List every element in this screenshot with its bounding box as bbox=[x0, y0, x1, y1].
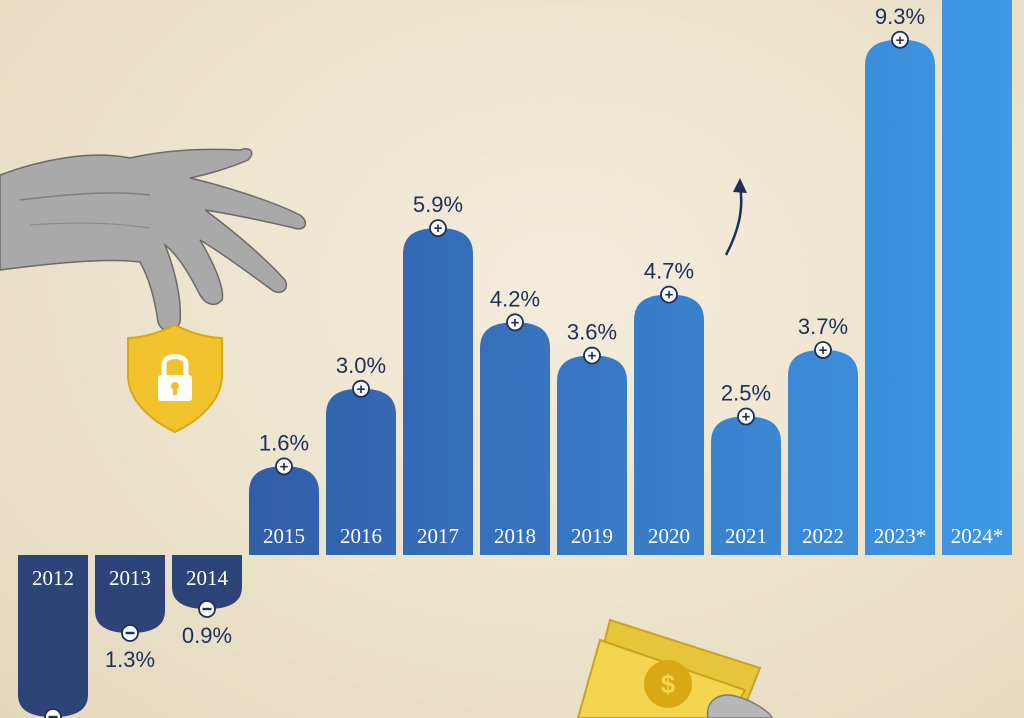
bar-2013 bbox=[95, 555, 165, 633]
year-label-2018: 2018 bbox=[494, 524, 536, 548]
plus-sign-icon bbox=[660, 285, 678, 304]
plus-sign-glyph: + bbox=[665, 287, 674, 304]
plus-sign-icon bbox=[891, 30, 909, 49]
plus-sign-glyph: + bbox=[588, 348, 597, 365]
bar-2021 bbox=[711, 416, 781, 555]
year-label-2016: 2016 bbox=[340, 524, 382, 548]
value-label-2018: 4.2% bbox=[490, 286, 540, 311]
bar-2019 bbox=[557, 355, 627, 555]
value-label-2023: 9.3% bbox=[875, 4, 925, 29]
bar-2024 bbox=[942, 0, 1012, 555]
plus-sign-glyph: + bbox=[357, 381, 366, 398]
plus-sign-icon bbox=[275, 457, 293, 476]
plus-sign-glyph: + bbox=[896, 32, 905, 49]
year-label-2021: 2021 bbox=[725, 524, 767, 548]
plus-sign-icon bbox=[506, 313, 524, 332]
bar-2014 bbox=[172, 555, 242, 609]
bar-2023 bbox=[865, 39, 935, 555]
value-label-2022: 3.7% bbox=[798, 314, 848, 339]
plus-sign-icon bbox=[352, 379, 370, 398]
year-label-2015: 2015 bbox=[263, 524, 305, 548]
year-label-2022: 2022 bbox=[802, 524, 844, 548]
bar-2018 bbox=[480, 322, 550, 555]
padlock-shield-icon bbox=[127, 323, 223, 434]
plus-sign-glyph: + bbox=[742, 409, 751, 426]
year-label-2024: 2024* bbox=[951, 524, 1004, 548]
plus-sign-glyph: + bbox=[819, 342, 828, 359]
year-label-2020: 2020 bbox=[648, 524, 690, 548]
up-arrow-icon bbox=[724, 178, 747, 256]
value-label-2020: 4.7% bbox=[644, 259, 694, 284]
year-label-2013: 2013 bbox=[109, 566, 151, 590]
minus-sign-glyph bbox=[48, 715, 58, 718]
plus-sign-glyph: + bbox=[434, 220, 443, 237]
plus-sign-icon bbox=[737, 407, 755, 426]
year-label-2023: 2023* bbox=[874, 524, 927, 548]
year-label-2019: 2019 bbox=[571, 524, 613, 548]
value-label-2014: 0.9% bbox=[182, 623, 232, 648]
year-label-2014: 2014 bbox=[186, 566, 229, 590]
minus-sign-icon bbox=[44, 708, 62, 718]
plus-sign-icon bbox=[583, 346, 601, 365]
bar-2015 bbox=[249, 466, 319, 555]
minus-sign-glyph bbox=[125, 631, 135, 635]
bar-2022 bbox=[788, 350, 858, 555]
bar-2020 bbox=[634, 294, 704, 555]
year-label-2017: 2017 bbox=[417, 524, 459, 548]
value-label-2021: 2.5% bbox=[721, 381, 771, 406]
value-label-2016: 3.0% bbox=[336, 353, 386, 378]
plus-sign-glyph: + bbox=[280, 458, 289, 475]
value-label-2013: 1.3% bbox=[105, 647, 155, 672]
year-label-2012: 2012 bbox=[32, 566, 74, 590]
bar-2012 bbox=[18, 555, 88, 717]
value-label-2019: 3.6% bbox=[567, 320, 617, 345]
minus-sign-glyph bbox=[202, 607, 212, 611]
bar-2017 bbox=[403, 228, 473, 555]
plus-sign-glyph: + bbox=[511, 314, 520, 331]
plus-sign-icon bbox=[814, 341, 832, 359]
bar-2016 bbox=[326, 388, 396, 555]
value-label-2017: 5.9% bbox=[413, 192, 463, 217]
plus-sign-icon bbox=[429, 219, 447, 238]
svg-text:$: $ bbox=[661, 669, 676, 699]
dollar-bill-icon: $ bbox=[576, 618, 773, 718]
value-label-2015: 1.6% bbox=[259, 430, 309, 455]
